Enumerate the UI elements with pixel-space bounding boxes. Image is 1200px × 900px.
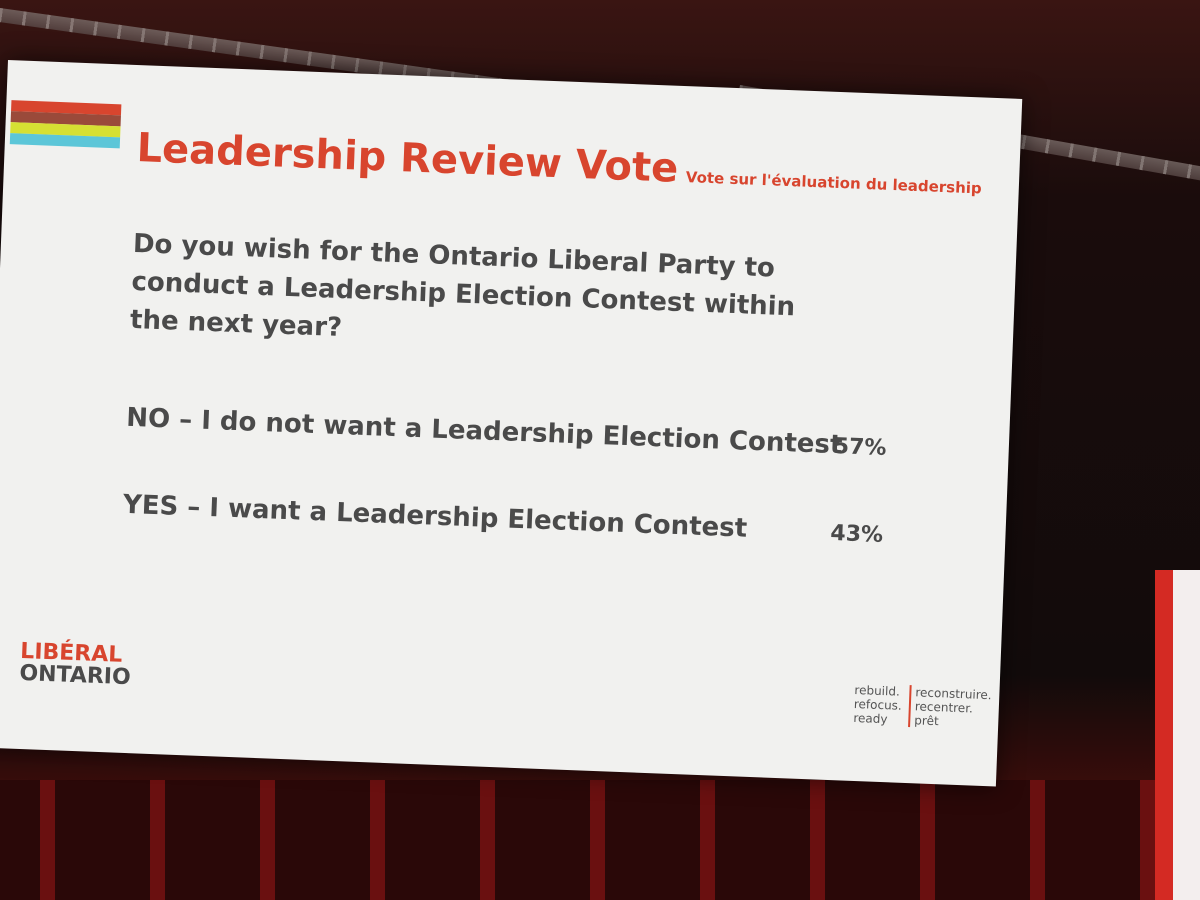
flag — [1155, 570, 1200, 900]
tagline-french: reconstruire. recentrer. prêt — [908, 685, 992, 731]
title: Leadership Review Vote — [135, 125, 680, 192]
logo: LIBÉRAL ONTARIO — [18, 639, 132, 691]
option-result: 57% — [833, 433, 887, 461]
logo-stripes — [9, 100, 122, 149]
curtain — [0, 780, 1200, 900]
subtitle: Vote sur l'évaluation du leadership — [685, 168, 983, 198]
title-row: Leadership Review Vote Vote sur l'évaluat… — [136, 125, 983, 203]
option-label: NO – I do not want a Leadership Election… — [125, 402, 843, 461]
tagline-word: prêt — [914, 713, 939, 729]
tagline-word: ready — [853, 710, 888, 727]
tagline-english: rebuild. refocus. ready — [853, 683, 902, 727]
option-result: 43% — [829, 520, 884, 548]
option-label: YES – I want a Leadership Election Conte… — [122, 489, 748, 544]
question: Do you wish for the Ontario Liberal Part… — [129, 228, 796, 344]
slide: Leadership Review Vote Vote sur l'évaluat… — [0, 60, 1023, 787]
logo-line: ONTARIO — [18, 660, 132, 691]
